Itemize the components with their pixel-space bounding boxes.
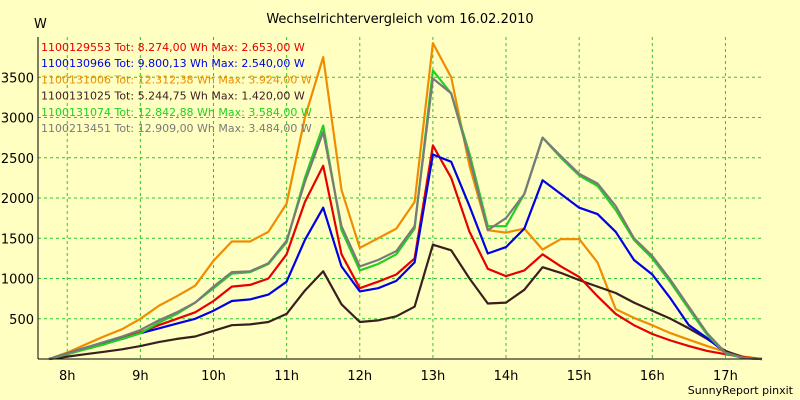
series-line-1100130966 [48,153,763,361]
series-lines [48,41,763,361]
y-tick-label: 3500 [1,71,34,86]
y-tick-label: 1500 [1,232,34,247]
x-tick-label: 13h [421,369,446,384]
legend-entry-1100213451: 1100213451 Tot: 12.909,00 Wh Max: 3.484,… [41,122,312,135]
x-tick-label: 14h [494,369,519,384]
x-tick-label: 9h [132,369,149,384]
x-tick-label: 11h [274,369,299,384]
legend-entry-1100131025: 1100131025 Tot: 5.244,75 Wh Max: 1.420,0… [41,90,305,103]
series-line-1100131025 [48,243,763,361]
chart-title: Wechselrichtervergleich vom 16.02.2010 [266,12,533,27]
legend-entry-1100131074: 1100131074 Tot: 12.842,88 Wh Max: 3.584,… [41,106,312,119]
x-tick-label: 12h [347,369,372,384]
legend: 1100129553 Tot: 8.274,00 Wh Max: 2.653,0… [41,41,312,135]
x-tick-label: 8h [59,369,76,384]
y-tick-label: 1000 [1,273,34,288]
series-line-1100129553 [48,144,763,361]
y-axis-label: W [34,17,47,32]
x-tick-label: 10h [201,369,226,384]
tick-labels: 500 1000 1500 2000 2500 3000 3500 8h 9h 10h 11h 12h… [1,71,738,384]
x-tick-label: 17h [713,369,738,384]
x-tick-label: 15h [567,369,592,384]
y-tick-label: 500 [9,313,34,328]
y-tick-label: 3000 [1,112,34,127]
legend-entry-1100130966: 1100130966 Tot: 9.800,13 Wh Max: 2.540,0… [41,57,305,70]
legend-entry-1100131006: 1100131006 Tot: 12.312,38 Wh Max: 3.924,… [41,73,312,86]
legend-entry-1100129553: 1100129553 Tot: 8.274,00 Wh Max: 2.653,0… [41,41,305,54]
axes [37,37,762,360]
series-line-1100131074 [48,69,763,361]
series-line-1100131006 [48,41,763,361]
footer-credit: SunnyReport pinxit [688,384,794,397]
y-tick-label: 2000 [1,192,34,207]
series-line-1100213451 [48,77,763,361]
y-tick-label: 2500 [1,152,34,167]
x-tick-label: 16h [640,369,665,384]
